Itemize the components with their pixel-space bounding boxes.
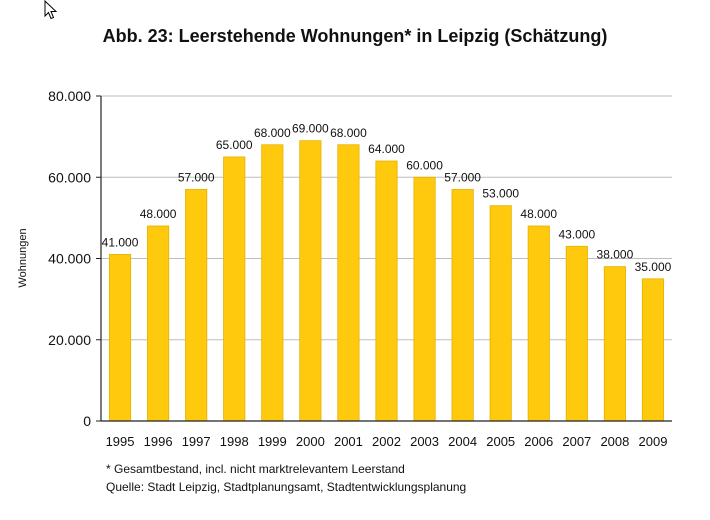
bar-2004	[451, 189, 474, 422]
bar-1997	[185, 189, 208, 422]
y-tick-label: 80.000	[48, 88, 91, 104]
x-tick-label-1995: 1995	[106, 434, 135, 449]
bar-2009	[641, 278, 665, 422]
data-label-2000: 69.000	[292, 122, 329, 136]
x-tick-label-2005: 2005	[486, 434, 515, 449]
data-label-2009: 35.000	[635, 260, 672, 274]
bar-2003	[413, 176, 436, 422]
chart-title: Abb. 23: Leerstehende Wohnungen* in Leip…	[102, 26, 608, 46]
axes	[96, 95, 672, 422]
x-tick-label-2001: 2001	[334, 434, 363, 449]
data-label-1997: 57.000	[178, 170, 215, 184]
data-label-2002: 64.000	[368, 142, 405, 156]
x-tick-label-2008: 2008	[600, 434, 629, 449]
bar-2006	[527, 225, 550, 422]
y-axis-label: Wohnungen	[17, 228, 29, 287]
x-tick-label-1998: 1998	[220, 434, 249, 449]
y-tick-labels: 0 20.000 40.000 60.000 80.000	[48, 88, 91, 429]
data-label-2003: 60.000	[406, 158, 443, 172]
data-label-1996: 48.000	[140, 207, 177, 221]
x-tick-labels: 1995 1996 1997 1998 1999 2000 2001 2002 2003 2004…	[106, 434, 668, 449]
data-label-2005: 53.000	[482, 187, 519, 201]
bar-2005	[489, 205, 512, 422]
data-label-2006: 48.000	[520, 207, 557, 221]
y-tick-label: 60.000	[48, 169, 91, 185]
data-label-2007: 43.000	[558, 227, 595, 241]
data-label-2001: 68.000	[330, 126, 367, 140]
data-label-1999: 68.000	[254, 126, 291, 140]
footnote: * Gesamtbestand, incl. nicht marktreleva…	[106, 462, 405, 476]
x-tick-label-2003: 2003	[410, 434, 439, 449]
bar-2001	[337, 144, 360, 422]
x-tick-label-2000: 2000	[296, 434, 325, 449]
x-tick-label-2007: 2007	[562, 434, 591, 449]
bar-2008	[603, 266, 626, 422]
mouse-pointer-icon	[44, 0, 58, 20]
source-note: Quelle: Stadt Leipzig, Stadtplanungsamt,…	[106, 480, 467, 494]
x-tick-label-2006: 2006	[524, 434, 553, 449]
bar-1998	[223, 156, 246, 422]
x-tick-label-1996: 1996	[144, 434, 173, 449]
x-tick-label-1997: 1997	[182, 434, 211, 449]
bar-2002	[375, 160, 398, 422]
data-label-2008: 38.000	[597, 248, 634, 262]
x-tick-label-2004: 2004	[448, 434, 477, 449]
y-tick-label: 0	[83, 413, 91, 429]
bar-2000	[299, 140, 322, 422]
bar-1996	[147, 225, 170, 422]
x-tick-label-1999: 1999	[258, 434, 287, 449]
x-tick-label-2002: 2002	[372, 434, 401, 449]
x-tick-label-2009: 2009	[639, 434, 668, 449]
bar-1999	[261, 144, 284, 422]
y-tick-label: 20.000	[48, 332, 91, 348]
data-label-2004: 57.000	[444, 170, 481, 184]
y-tick-label: 40.000	[48, 251, 91, 267]
data-label-1998: 65.000	[216, 138, 253, 152]
data-label-1995: 41.000	[102, 235, 139, 249]
chart-notes: * Gesamtbestand, incl. nicht marktreleva…	[106, 460, 466, 496]
bars	[108, 140, 665, 422]
bar-1995	[108, 254, 132, 422]
bar-2007	[565, 245, 588, 422]
